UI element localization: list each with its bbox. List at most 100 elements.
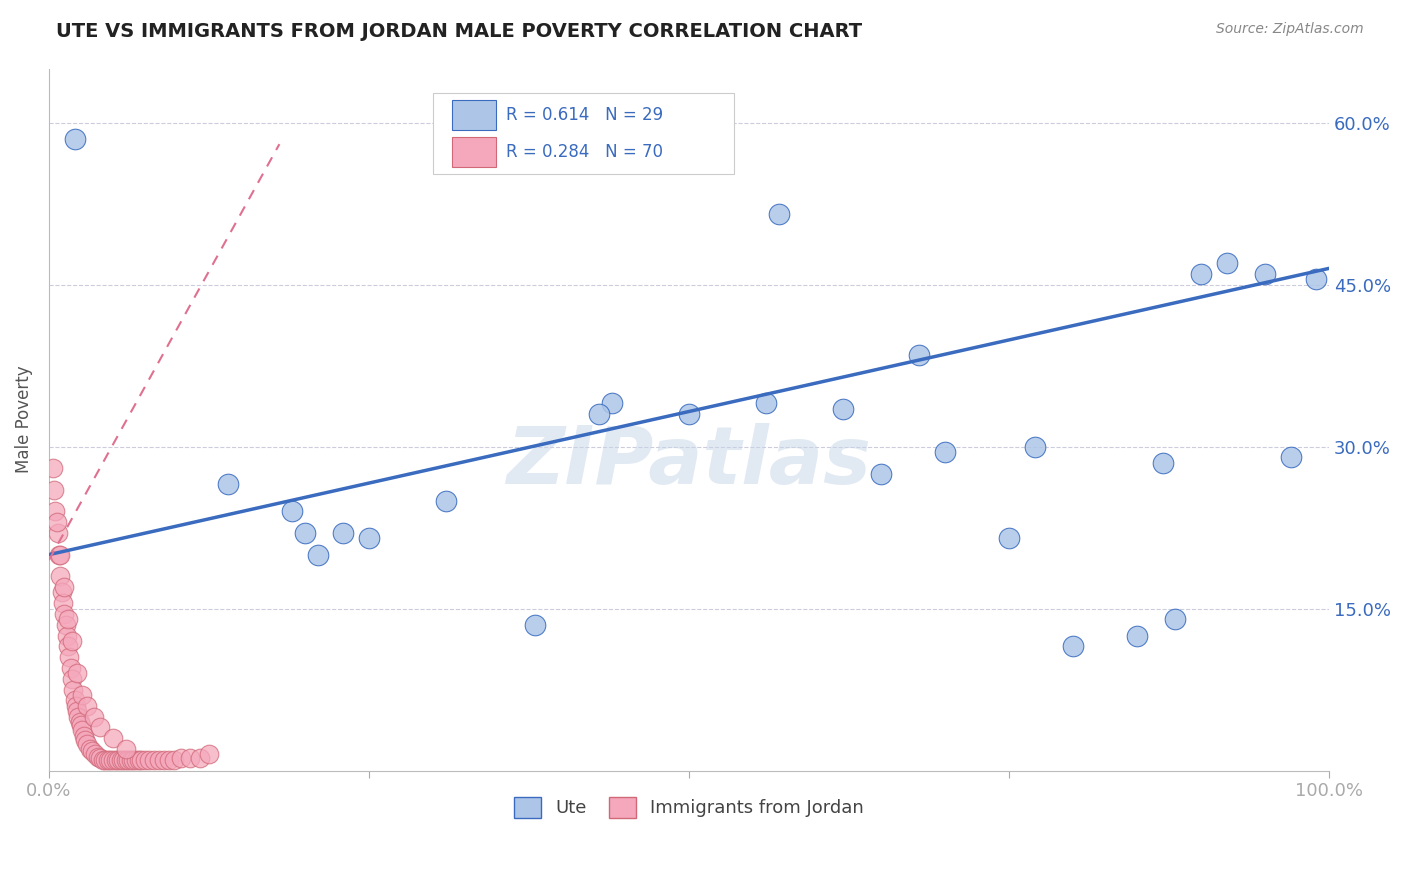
Point	[73, 733, 96, 747]
Point	[755, 396, 778, 410]
Point	[79, 742, 101, 756]
Text: Source: ZipAtlas.com: Source: ZipAtlas.com	[1216, 22, 1364, 37]
Point	[63, 132, 86, 146]
Text: R = 0.614   N = 29: R = 0.614 N = 29	[506, 106, 664, 124]
Point	[53, 607, 76, 621]
Point	[72, 729, 94, 743]
Point	[45, 515, 67, 529]
Point	[934, 445, 956, 459]
Point	[91, 753, 114, 767]
Point	[62, 682, 84, 697]
Point	[198, 747, 221, 762]
Point	[1215, 256, 1237, 270]
Point	[148, 753, 170, 767]
Point	[83, 709, 105, 723]
Point	[66, 704, 89, 718]
Point	[120, 753, 142, 767]
Point	[217, 477, 239, 491]
Text: ZIPatlas: ZIPatlas	[506, 423, 872, 500]
Point	[58, 650, 80, 665]
Point	[870, 467, 893, 481]
Point	[69, 715, 91, 730]
Point	[56, 612, 79, 626]
Point	[110, 753, 132, 767]
Point	[42, 483, 65, 497]
Point	[67, 709, 90, 723]
Point	[188, 750, 211, 764]
Point	[48, 548, 70, 562]
Point	[128, 753, 150, 767]
Point	[60, 634, 83, 648]
Point	[76, 737, 98, 751]
Point	[281, 504, 304, 518]
Point	[134, 753, 156, 767]
Point	[831, 401, 853, 416]
Point	[76, 698, 98, 713]
Point	[138, 753, 160, 767]
Point	[89, 721, 111, 735]
Point	[357, 532, 380, 546]
Point	[908, 348, 931, 362]
Text: UTE VS IMMIGRANTS FROM JORDAN MALE POVERTY CORRELATION CHART: UTE VS IMMIGRANTS FROM JORDAN MALE POVER…	[56, 22, 862, 41]
Point	[1254, 267, 1277, 281]
Point	[332, 526, 354, 541]
Point	[588, 407, 610, 421]
Point	[1062, 640, 1084, 654]
Point	[104, 753, 127, 767]
Point	[1126, 629, 1149, 643]
Point	[49, 569, 72, 583]
Point	[72, 723, 94, 737]
Point	[1189, 267, 1212, 281]
Point	[42, 461, 65, 475]
Point	[49, 548, 72, 562]
Point	[70, 718, 93, 732]
Y-axis label: Male Poverty: Male Poverty	[15, 366, 32, 474]
Point	[768, 207, 790, 221]
Point	[678, 407, 700, 421]
Point	[434, 493, 457, 508]
Point	[107, 753, 129, 767]
Point	[117, 753, 139, 767]
Point	[1279, 450, 1302, 465]
Point	[125, 753, 148, 767]
Point	[51, 585, 73, 599]
Point	[63, 693, 86, 707]
Point	[153, 753, 176, 767]
Point	[129, 753, 152, 767]
Point	[179, 750, 201, 764]
Point	[122, 753, 145, 767]
Point	[163, 753, 186, 767]
FancyBboxPatch shape	[453, 137, 496, 167]
FancyBboxPatch shape	[453, 100, 496, 129]
Point	[114, 742, 136, 756]
Point	[1164, 612, 1187, 626]
Point	[56, 640, 79, 654]
Point	[55, 618, 77, 632]
Point	[142, 753, 165, 767]
Point	[65, 698, 87, 713]
Point	[114, 753, 136, 767]
Point	[72, 688, 94, 702]
Point	[1152, 456, 1174, 470]
Point	[1024, 440, 1046, 454]
Point	[998, 532, 1021, 546]
Point	[112, 753, 135, 767]
Point	[100, 753, 122, 767]
Point	[524, 618, 547, 632]
Point	[82, 744, 104, 758]
Point	[66, 666, 89, 681]
Point	[294, 526, 316, 541]
Point	[307, 548, 329, 562]
Point	[170, 750, 193, 764]
Text: R = 0.284   N = 70: R = 0.284 N = 70	[506, 143, 664, 161]
Point	[84, 747, 107, 762]
Legend: Ute, Immigrants from Jordan: Ute, Immigrants from Jordan	[506, 789, 872, 825]
Point	[101, 731, 124, 746]
Point	[101, 753, 124, 767]
Point	[89, 750, 111, 764]
Point	[157, 753, 180, 767]
Point	[600, 396, 623, 410]
Point	[59, 661, 82, 675]
Point	[46, 526, 69, 541]
Point	[53, 580, 76, 594]
